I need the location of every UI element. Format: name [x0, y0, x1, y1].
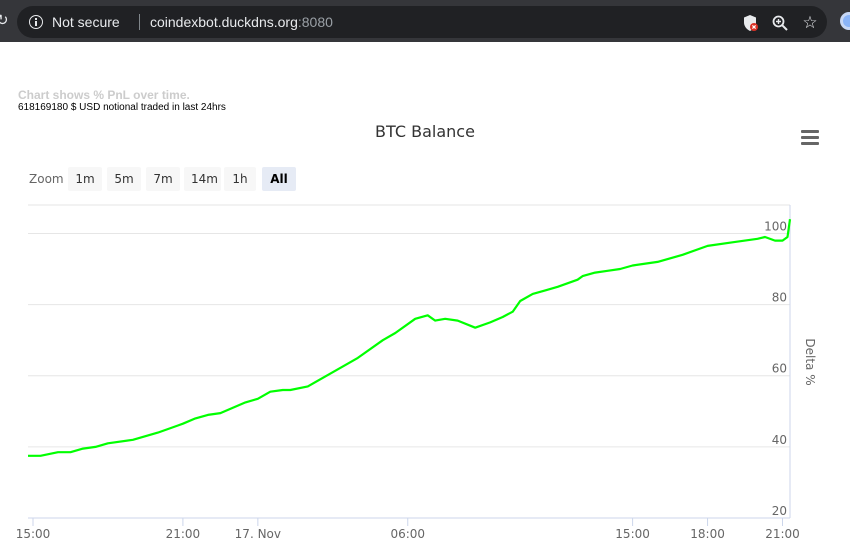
security-label[interactable]: Not secure	[52, 14, 120, 30]
x-tick-label: 15:00	[615, 527, 650, 541]
info-icon[interactable]	[29, 15, 43, 29]
pnl-series-line	[28, 219, 792, 457]
x-tick-label: 06:00	[390, 527, 425, 541]
shield-extension-icon[interactable]	[741, 14, 759, 32]
menu-bar-icon	[801, 130, 819, 133]
y-tick-label: 60	[772, 362, 787, 376]
profile-avatar[interactable]	[840, 12, 850, 30]
menu-bar-icon	[801, 142, 819, 145]
y-tick-label: 20	[772, 504, 787, 518]
x-tick-label: 21:00	[765, 527, 800, 541]
url-divider	[139, 14, 140, 30]
chart-description: Chart shows % PnL over time.	[18, 88, 190, 102]
url-host: coindexbot.duckdns.org	[150, 14, 298, 30]
zoom-button-All[interactable]: All	[262, 167, 296, 191]
x-tick-label: 15:00	[16, 527, 51, 541]
pnl-line-chart[interactable]: 20 40 60 80 100 15:00 21:00 17. Nov 06:00 15:00 18…	[0, 150, 850, 550]
chart-title: BTC Balance	[375, 122, 475, 141]
zoom-button-1h[interactable]: 1h	[224, 167, 256, 191]
address-bar[interactable]: Not secure coindexbot.duckdns.org:8080 ☆	[17, 6, 827, 38]
x-tick-label: 18:00	[690, 527, 725, 541]
y-tick-label: 100	[764, 219, 787, 233]
y-axis-title: Delta %	[803, 338, 817, 385]
notional-traded-text: 618169180 $ USD notional traded in last …	[18, 102, 226, 113]
zoom-button-1m[interactable]: 1m	[68, 167, 102, 191]
browser-toolbar: ↻ Not secure coindexbot.duckdns.org:8080…	[0, 0, 850, 42]
chart-menu-button[interactable]	[801, 130, 819, 146]
zoom-button-7m[interactable]: 7m	[146, 167, 180, 191]
x-tick-label: 17. Nov	[235, 527, 281, 541]
menu-bar-icon	[801, 136, 819, 139]
zoom-icon[interactable]	[771, 14, 789, 32]
page-content: Chart shows % PnL over time. 618169180 $…	[0, 42, 850, 550]
zoom-button-14m[interactable]: 14m	[184, 167, 221, 191]
zoom-label: Zoom	[29, 172, 64, 186]
url-port: :8080	[297, 14, 333, 30]
x-tick-label: 21:00	[166, 527, 201, 541]
bookmark-star-icon[interactable]: ☆	[802, 13, 818, 32]
y-tick-label: 80	[772, 291, 787, 305]
y-tick-label: 40	[772, 433, 787, 447]
reload-icon[interactable]: ↻	[0, 12, 9, 29]
zoom-button-5m[interactable]: 5m	[107, 167, 141, 191]
url-text[interactable]: coindexbot.duckdns.org:8080	[150, 14, 333, 30]
